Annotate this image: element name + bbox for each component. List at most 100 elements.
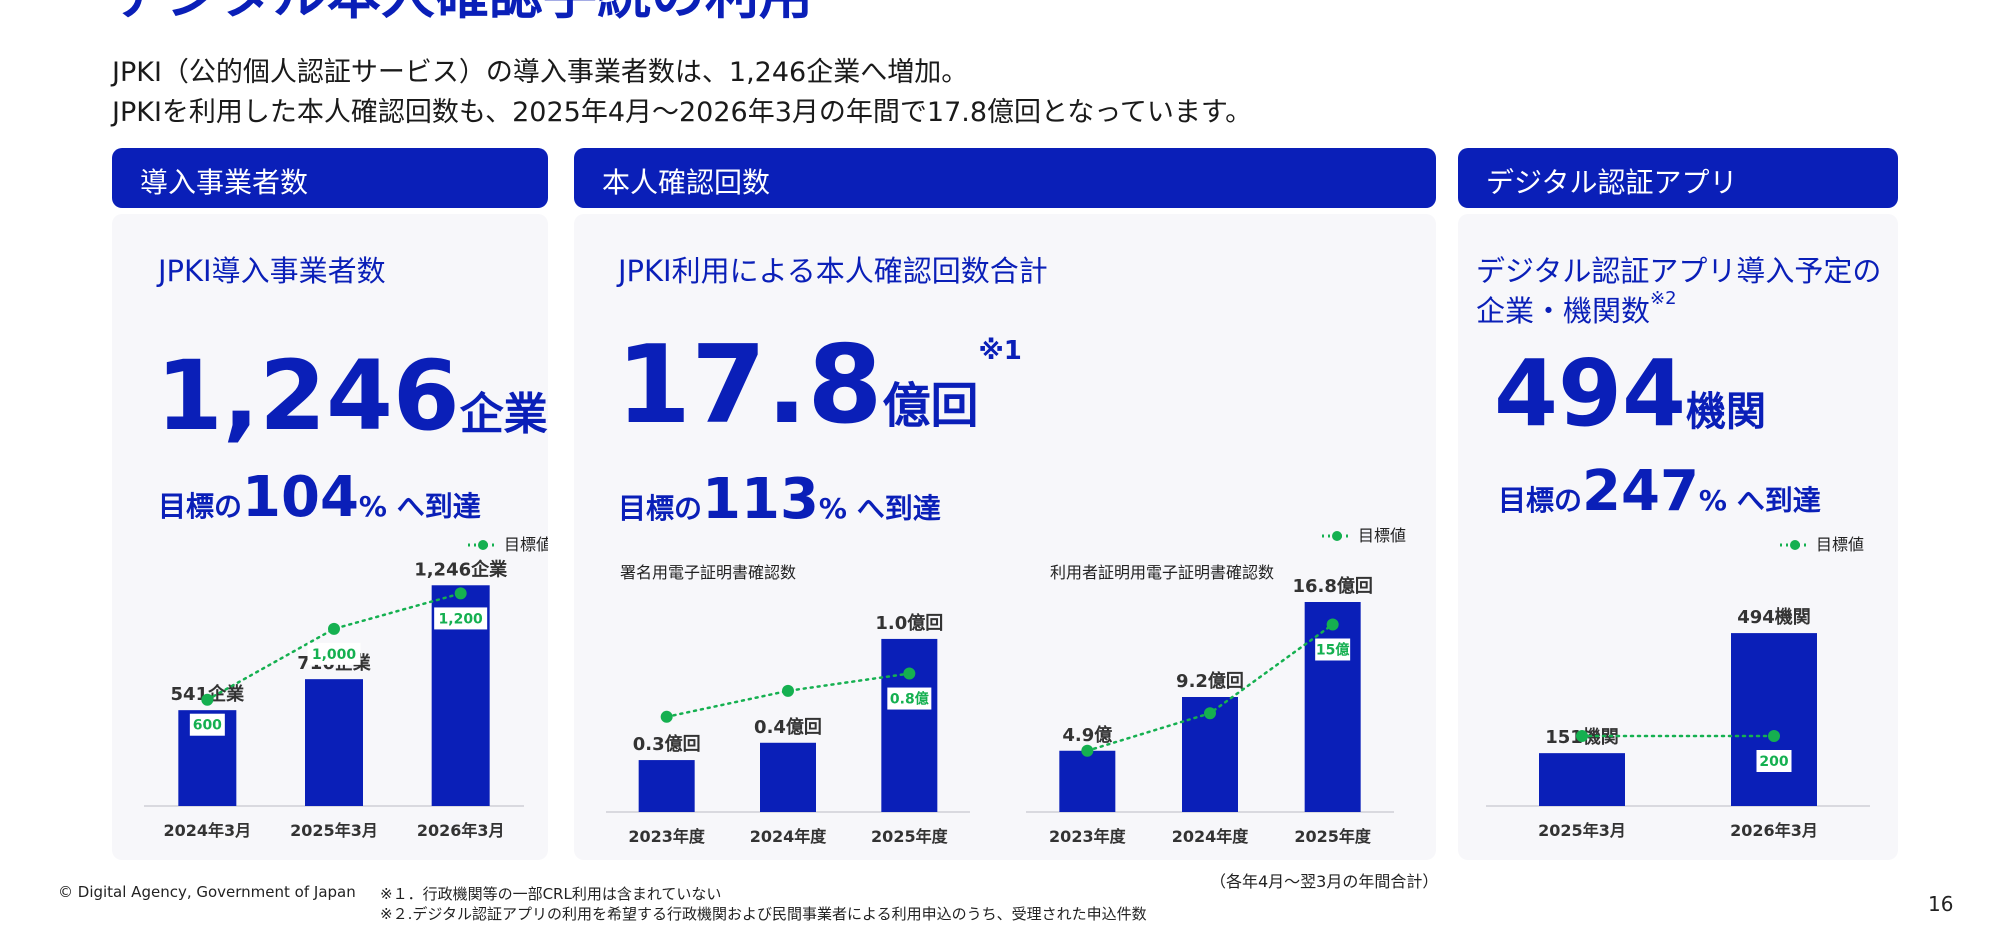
bar [1059,750,1116,812]
bar-value-label: 1.0億回 [875,612,943,634]
bar [1539,753,1625,806]
x-tick-label: 2026年3月 [1730,821,1818,840]
x-tick-label: 2025年3月 [290,821,378,840]
panel-adoption-target: 目標の104% へ到達 [158,470,481,526]
target-value-label: 1,200 [439,611,484,627]
target-label-bg [434,607,488,630]
target-prefix: 目標の [158,490,243,523]
target-suffix: % へ到達 [1698,484,1821,517]
target-value: 104 [242,465,359,530]
copyright: © Digital Agency, Government of Japan [58,883,356,901]
bar [305,679,363,806]
panel-verifications-subtitle: JPKI利用による本人確認回数合計 [618,254,1048,288]
target-label-bg [887,687,932,710]
panel-auth-app-subtitle-1: デジタル認証アプリ導入予定の [1476,254,1882,288]
bar [881,638,938,812]
page-number: 16 [1928,892,1954,916]
legend-label: 目標値 [1816,535,1864,554]
kpi-value: 494 [1494,340,1687,447]
legend-dot [1790,540,1800,550]
target-value: 113 [702,467,819,532]
target-point [1326,618,1339,631]
target-suffix: % へ到達 [358,490,481,523]
header-adoption: 導入事業者数 [112,148,548,208]
target-label-bg [189,713,225,736]
subtitle-line-2: 企業・機関数 [1476,294,1651,328]
kpi-value: 17.8 [616,323,883,448]
bar [1731,633,1817,806]
kpi-value: 1,246 [156,340,460,452]
x-tick-label: 2024年度 [750,827,828,846]
kpi-note: ※1 [978,336,1022,366]
bar-value-label: 4.9億 [1062,724,1112,746]
target-point [1576,730,1588,742]
panel-verifications-kpi: 17.8億回※1 [616,332,1022,440]
note-2: ※２.デジタル認証アプリの利用を希望する行政機関および民間事業者による利用申込の… [380,905,1147,923]
target-point [1768,730,1780,742]
panel-adoption-kpi: 1,246企業 [156,348,548,444]
bar [1304,602,1361,812]
target-line [206,592,462,701]
legend-label: 目標値 [504,535,548,554]
header-auth-app: デジタル認証アプリ [1458,148,1898,208]
kpi-unit: 機関 [1686,389,1767,435]
x-tick-label: 2024年3月 [163,821,251,840]
bar-value-label: 0.4億回 [754,716,822,738]
chart-user-cert: 目標値 利用者証明用電子証明書確認数 4.9億 2023年度 9.2億回 2024年度… [1026,526,1406,846]
target-point [903,667,916,680]
target-point [660,710,673,723]
header-verifications-label: 本人確認回数 [602,166,771,199]
panel-adoption-subtitle: JPKI導入事業者数 [158,254,386,288]
target-point [1081,744,1094,757]
bar [760,742,816,812]
target-label-bg [307,642,361,665]
x-tick-label: 2025年3月 [1538,821,1626,840]
header-auth-app-label: デジタル認証アプリ [1486,166,1738,199]
target-point [328,622,340,635]
x-tick-label: 2024年度 [1172,827,1250,846]
target-value-label: 1,000 [312,647,357,663]
chart-auth-app: 目標値 151機関2025年3月494機関2026年3月200 [1486,535,1870,840]
x-tick-label: 2026年3月 [417,821,505,840]
period-note: （各年4月～翌3月の年間合計） [1210,872,1439,891]
lead-line-2: JPKIを利用した本人確認回数も、2025年4月～2026年3月の年間で17.8… [112,97,1253,128]
legend-label: 目標値 [1358,526,1406,545]
bar-value-label: 0.3億回 [633,733,701,755]
panel-auth-app-target: 目標の247% へ到達 [1498,464,1821,520]
header-adoption-label: 導入事業者数 [140,166,309,199]
note-1: ※１．行政機関等の一部CRL利用は含まれていない [380,885,722,903]
kpi-unit: 億回 [882,378,979,434]
panel-auth-app [1458,214,1898,860]
target-prefix: 目標の [1498,484,1583,517]
target-line [665,672,911,719]
legend: 目標値 [468,535,548,554]
chart-title: 利用者証明用電子証明書確認数 [1050,563,1274,582]
panel-auth-app-kpi: 494機関 [1494,348,1766,440]
panel-verifications-target: 目標の113% へ到達 [618,472,941,528]
chart-title: 署名用電子証明書確認数 [620,563,796,582]
x-tick-label: 2023年度 [628,827,706,846]
kpi-unit: 企業 [459,389,548,440]
x-tick-label: 2023年度 [1049,827,1127,846]
panel-auth-app-subtitle-2: 企業・機関数※2 [1476,288,1677,330]
bar-value-label: 1,246企業 [414,558,508,580]
target-label-bg [1315,638,1351,661]
target-value-label: 15億 [1316,642,1349,659]
target-label-bg [1756,750,1792,772]
target-value-label: 0.8億 [890,691,929,708]
bar [638,760,695,812]
legend-dot [1332,531,1342,541]
bar-value-label: 494機関 [1737,606,1811,628]
target-value: 247 [1582,459,1699,524]
subtitle-note: ※2 [1650,288,1677,309]
target-prefix: 目標の [618,492,703,525]
legend-dot [478,540,488,550]
chart-signature: 署名用電子証明書確認数 0.3億回 2023年度 0.4億回 2024年度 1.0億回 2… [606,563,970,846]
legend: 目標値 [1322,526,1406,545]
chart-adoption: 目標値 541企業2024年3月716企業2025年3月1,246企業2026年… [144,535,548,840]
target-point [201,693,214,706]
panel-verifications [574,214,1436,860]
legend: 目標値 [1780,535,1864,554]
target-suffix: % へ到達 [818,492,941,525]
target-point [1204,707,1216,720]
